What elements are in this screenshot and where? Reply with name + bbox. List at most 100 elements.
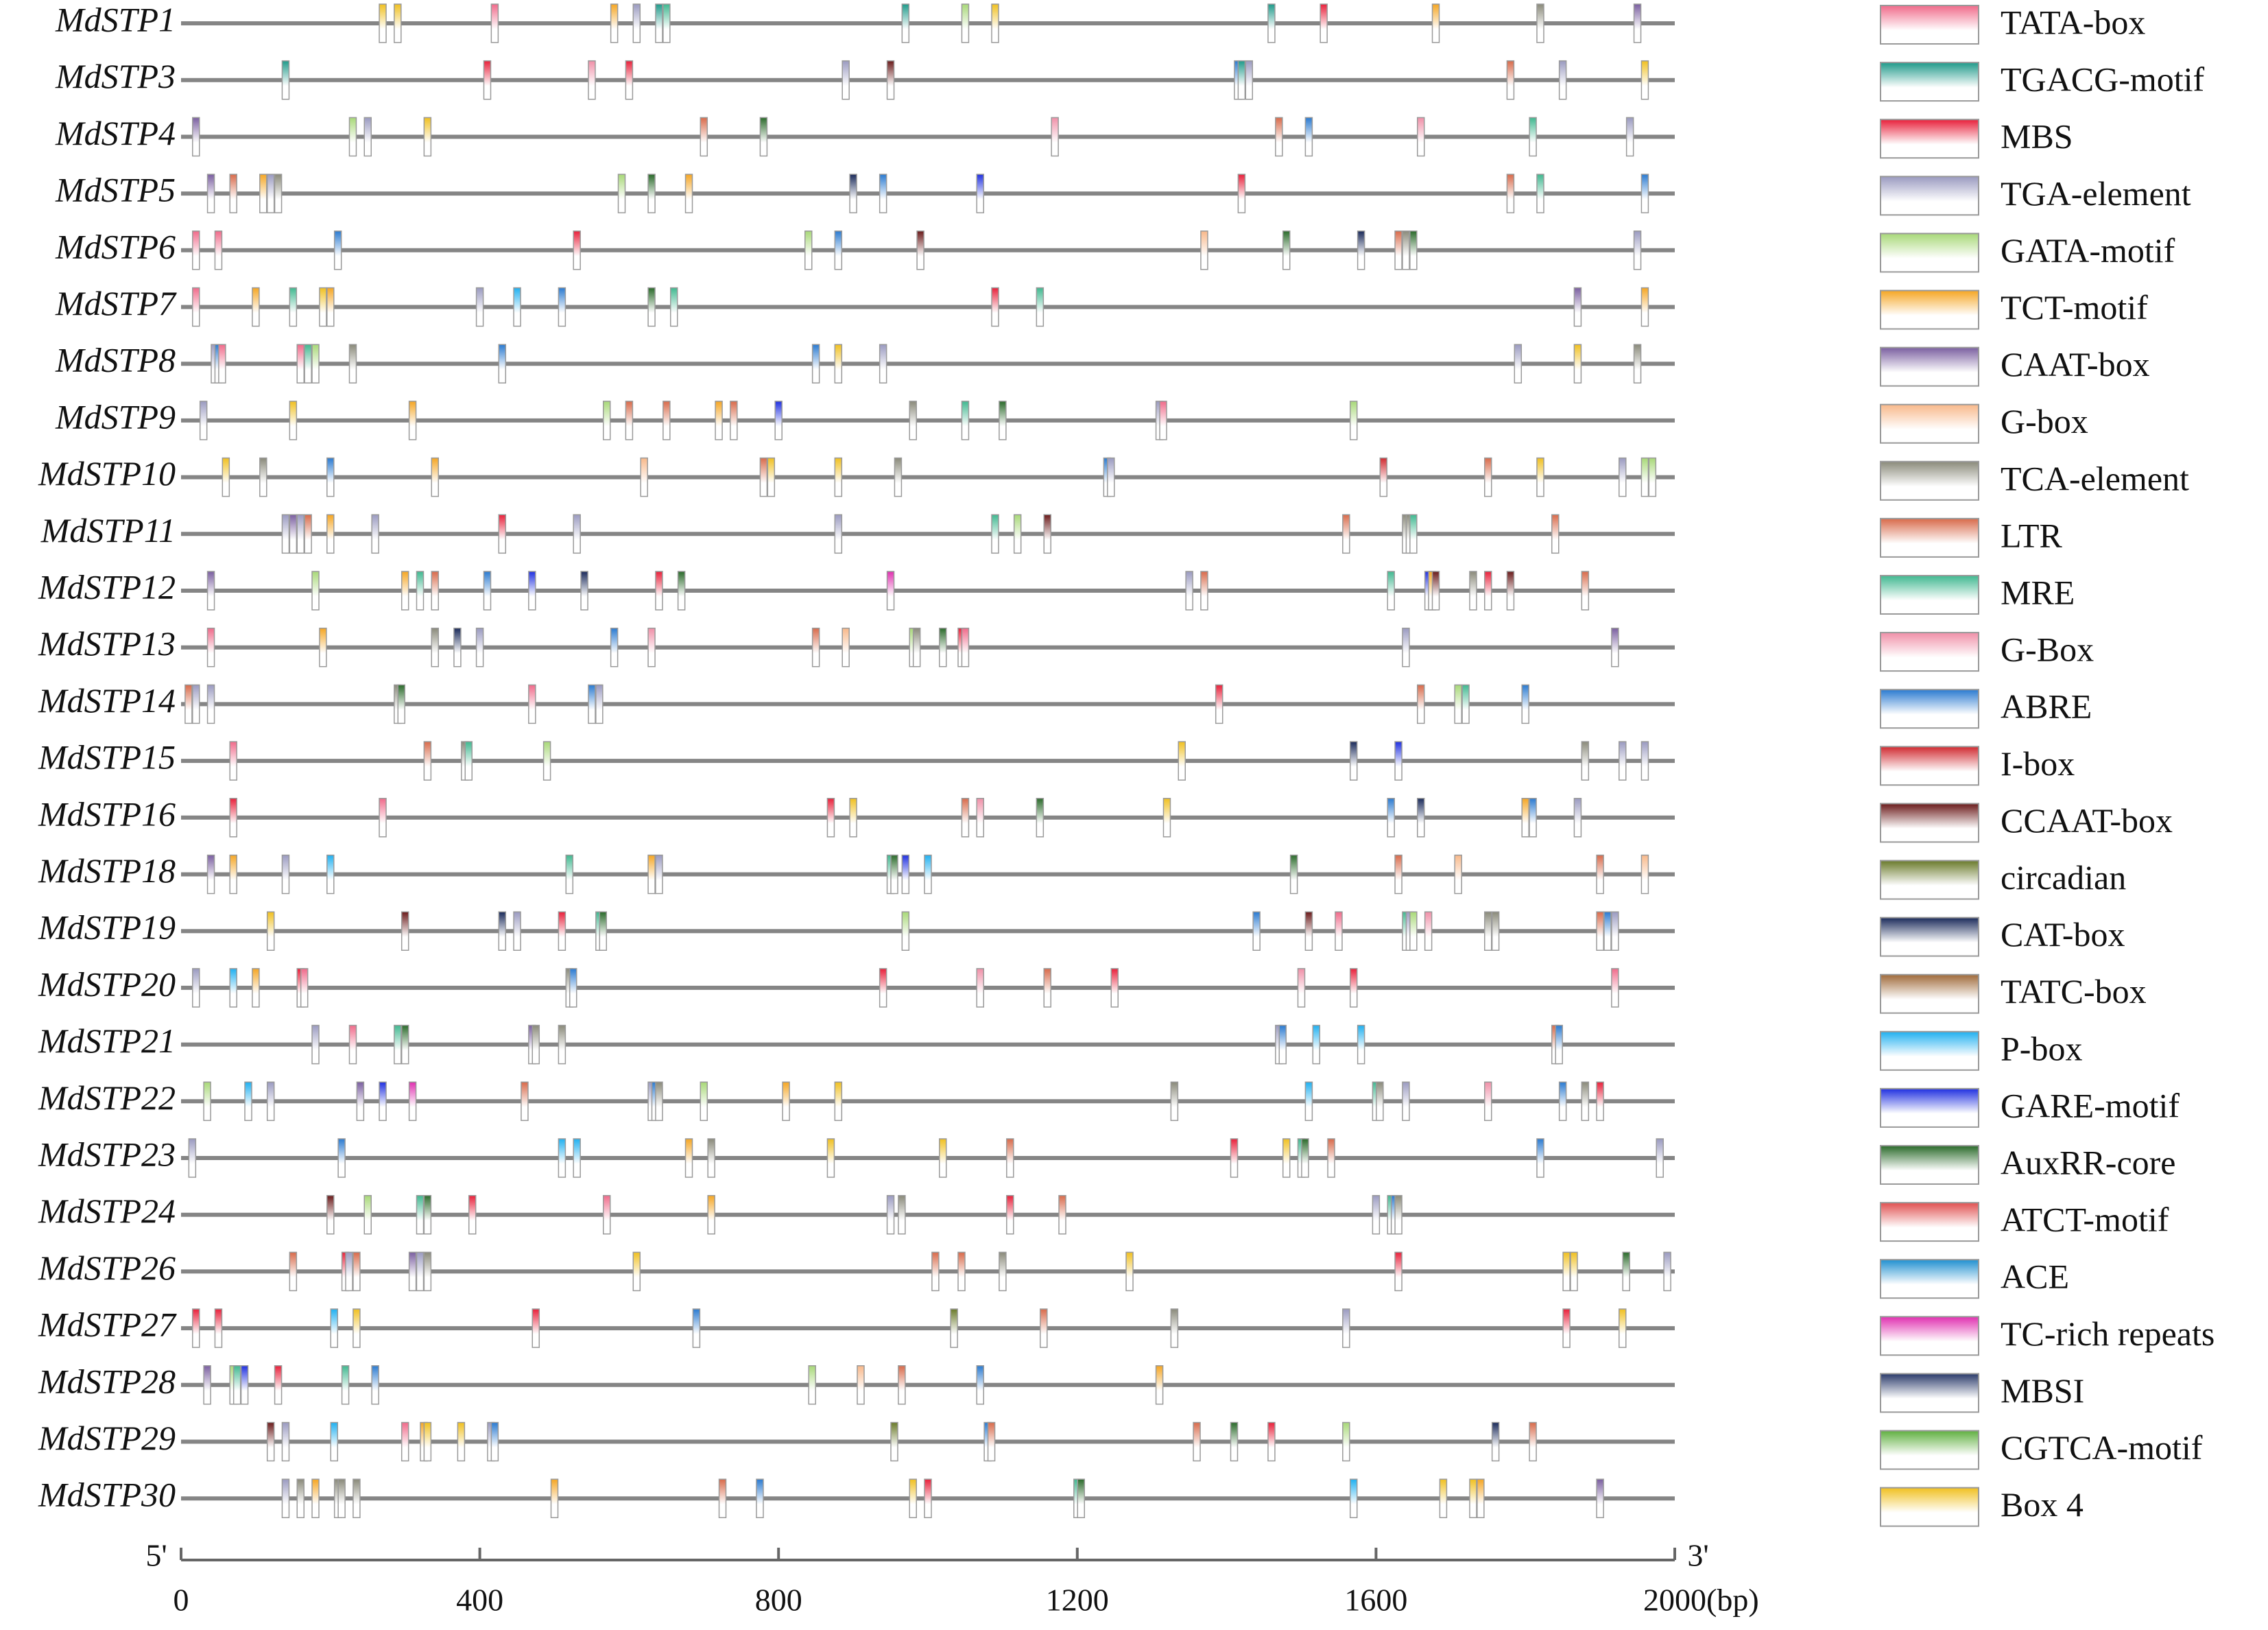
motif-mark [924, 854, 932, 895]
motif-mark [1521, 798, 1529, 838]
legend-label: G-Box [2001, 630, 2094, 669]
motif-mark [1562, 1308, 1571, 1348]
legend-label: TATA-box [2001, 3, 2145, 41]
motif-mark [655, 854, 663, 895]
motif-mark [266, 174, 275, 213]
legend-label: TATC-box [2001, 972, 2147, 1011]
motif-mark [1611, 911, 1619, 951]
motif-mark [1036, 287, 1045, 327]
legend-swatch [1880, 1487, 1979, 1527]
motif-mark [610, 3, 619, 43]
motif-mark [1640, 287, 1649, 327]
motif-mark [423, 1251, 432, 1292]
motif-mark [203, 1081, 211, 1122]
motif-mark [363, 117, 372, 157]
motif-mark [401, 1421, 409, 1462]
motif-mark [289, 1251, 298, 1292]
legend-swatch [1880, 176, 1979, 216]
motif-mark [669, 287, 678, 327]
motif-mark [834, 514, 843, 554]
motif-mark [274, 1365, 283, 1405]
motif-mark [1611, 968, 1619, 1008]
legend-swatch [1880, 290, 1979, 330]
motif-mark [1402, 627, 1410, 668]
motif-mark [281, 514, 290, 554]
motif-mark [259, 457, 267, 497]
legend-swatch [1880, 1316, 1979, 1356]
motif-mark [337, 1138, 346, 1178]
motif-mark [416, 1251, 425, 1292]
motif-mark [1155, 1365, 1164, 1405]
motif-mark [311, 344, 320, 383]
motif-mark [976, 968, 984, 1008]
motif-mark [498, 514, 507, 554]
motif-mark [976, 1365, 984, 1405]
motif-mark [1402, 1081, 1410, 1122]
gene-label: MdSTP9 [55, 397, 176, 436]
motif-mark [1237, 174, 1246, 213]
gene-label: MdSTP8 [55, 341, 176, 379]
motif-mark [542, 741, 551, 781]
motif-mark [353, 1251, 361, 1292]
motif-mark [663, 3, 671, 43]
motif-mark [1521, 684, 1529, 724]
motif-mark [1484, 911, 1492, 951]
motif-mark [558, 911, 566, 951]
motif-mark [229, 741, 237, 781]
legend-swatch [1880, 803, 1979, 843]
motif-mark [1558, 60, 1567, 100]
motif-mark [528, 571, 536, 611]
motif-mark [1278, 1024, 1287, 1065]
motif-mark [1342, 1421, 1350, 1462]
motif-mark [1551, 514, 1560, 554]
motif-mark [1506, 174, 1515, 213]
motif-mark [1275, 117, 1283, 157]
motif-mark [401, 911, 409, 951]
motif-mark [281, 1421, 290, 1462]
motif-mark [1376, 1081, 1384, 1122]
motif-mark [464, 741, 473, 781]
motif-mark [1200, 231, 1208, 270]
motif-mark [513, 911, 521, 951]
motif-mark [999, 401, 1007, 440]
motif-mark [655, 571, 663, 611]
gene-label: MdSTP16 [38, 794, 176, 833]
motif-mark [558, 287, 566, 327]
motif-mark [1596, 854, 1604, 895]
motif-mark [192, 231, 200, 270]
motif-mark [1125, 1251, 1134, 1292]
motif-mark [1170, 1081, 1179, 1122]
motif-mark [1335, 911, 1343, 951]
motif-mark [834, 1081, 843, 1122]
motif-mark [266, 1421, 275, 1462]
motif-mark [1454, 854, 1462, 895]
motif-mark [1416, 117, 1425, 157]
motif-mark [528, 684, 536, 724]
motif-mark [1394, 231, 1402, 270]
legend-swatch [1880, 746, 1979, 786]
legend-label: TCA-element [2001, 459, 2189, 497]
gene-label: MdSTP21 [38, 1021, 176, 1060]
motif-mark [401, 1024, 409, 1065]
legend-swatch [1880, 860, 1979, 900]
motif-mark [1349, 741, 1358, 781]
motif-mark [916, 231, 924, 270]
motif-mark [588, 60, 596, 100]
legend-swatch [1880, 1145, 1979, 1185]
motif-mark [890, 1421, 898, 1462]
motif-mark [1252, 911, 1261, 951]
motif-mark [1043, 968, 1051, 1008]
motif-mark [991, 3, 999, 43]
motif-mark [730, 401, 738, 440]
motif-mark [759, 117, 768, 157]
legend-label: CAAT-box [2001, 345, 2150, 383]
motif-mark [782, 1081, 790, 1122]
motif-mark [849, 798, 857, 838]
motif-mark [961, 627, 970, 668]
motif-mark [625, 401, 634, 440]
motif-mark [756, 1478, 764, 1518]
gene-label: MdSTP27 [38, 1306, 177, 1344]
motif-mark [550, 1478, 559, 1518]
motif-mark [1304, 117, 1313, 157]
legend-label: ABRE [2001, 687, 2092, 726]
